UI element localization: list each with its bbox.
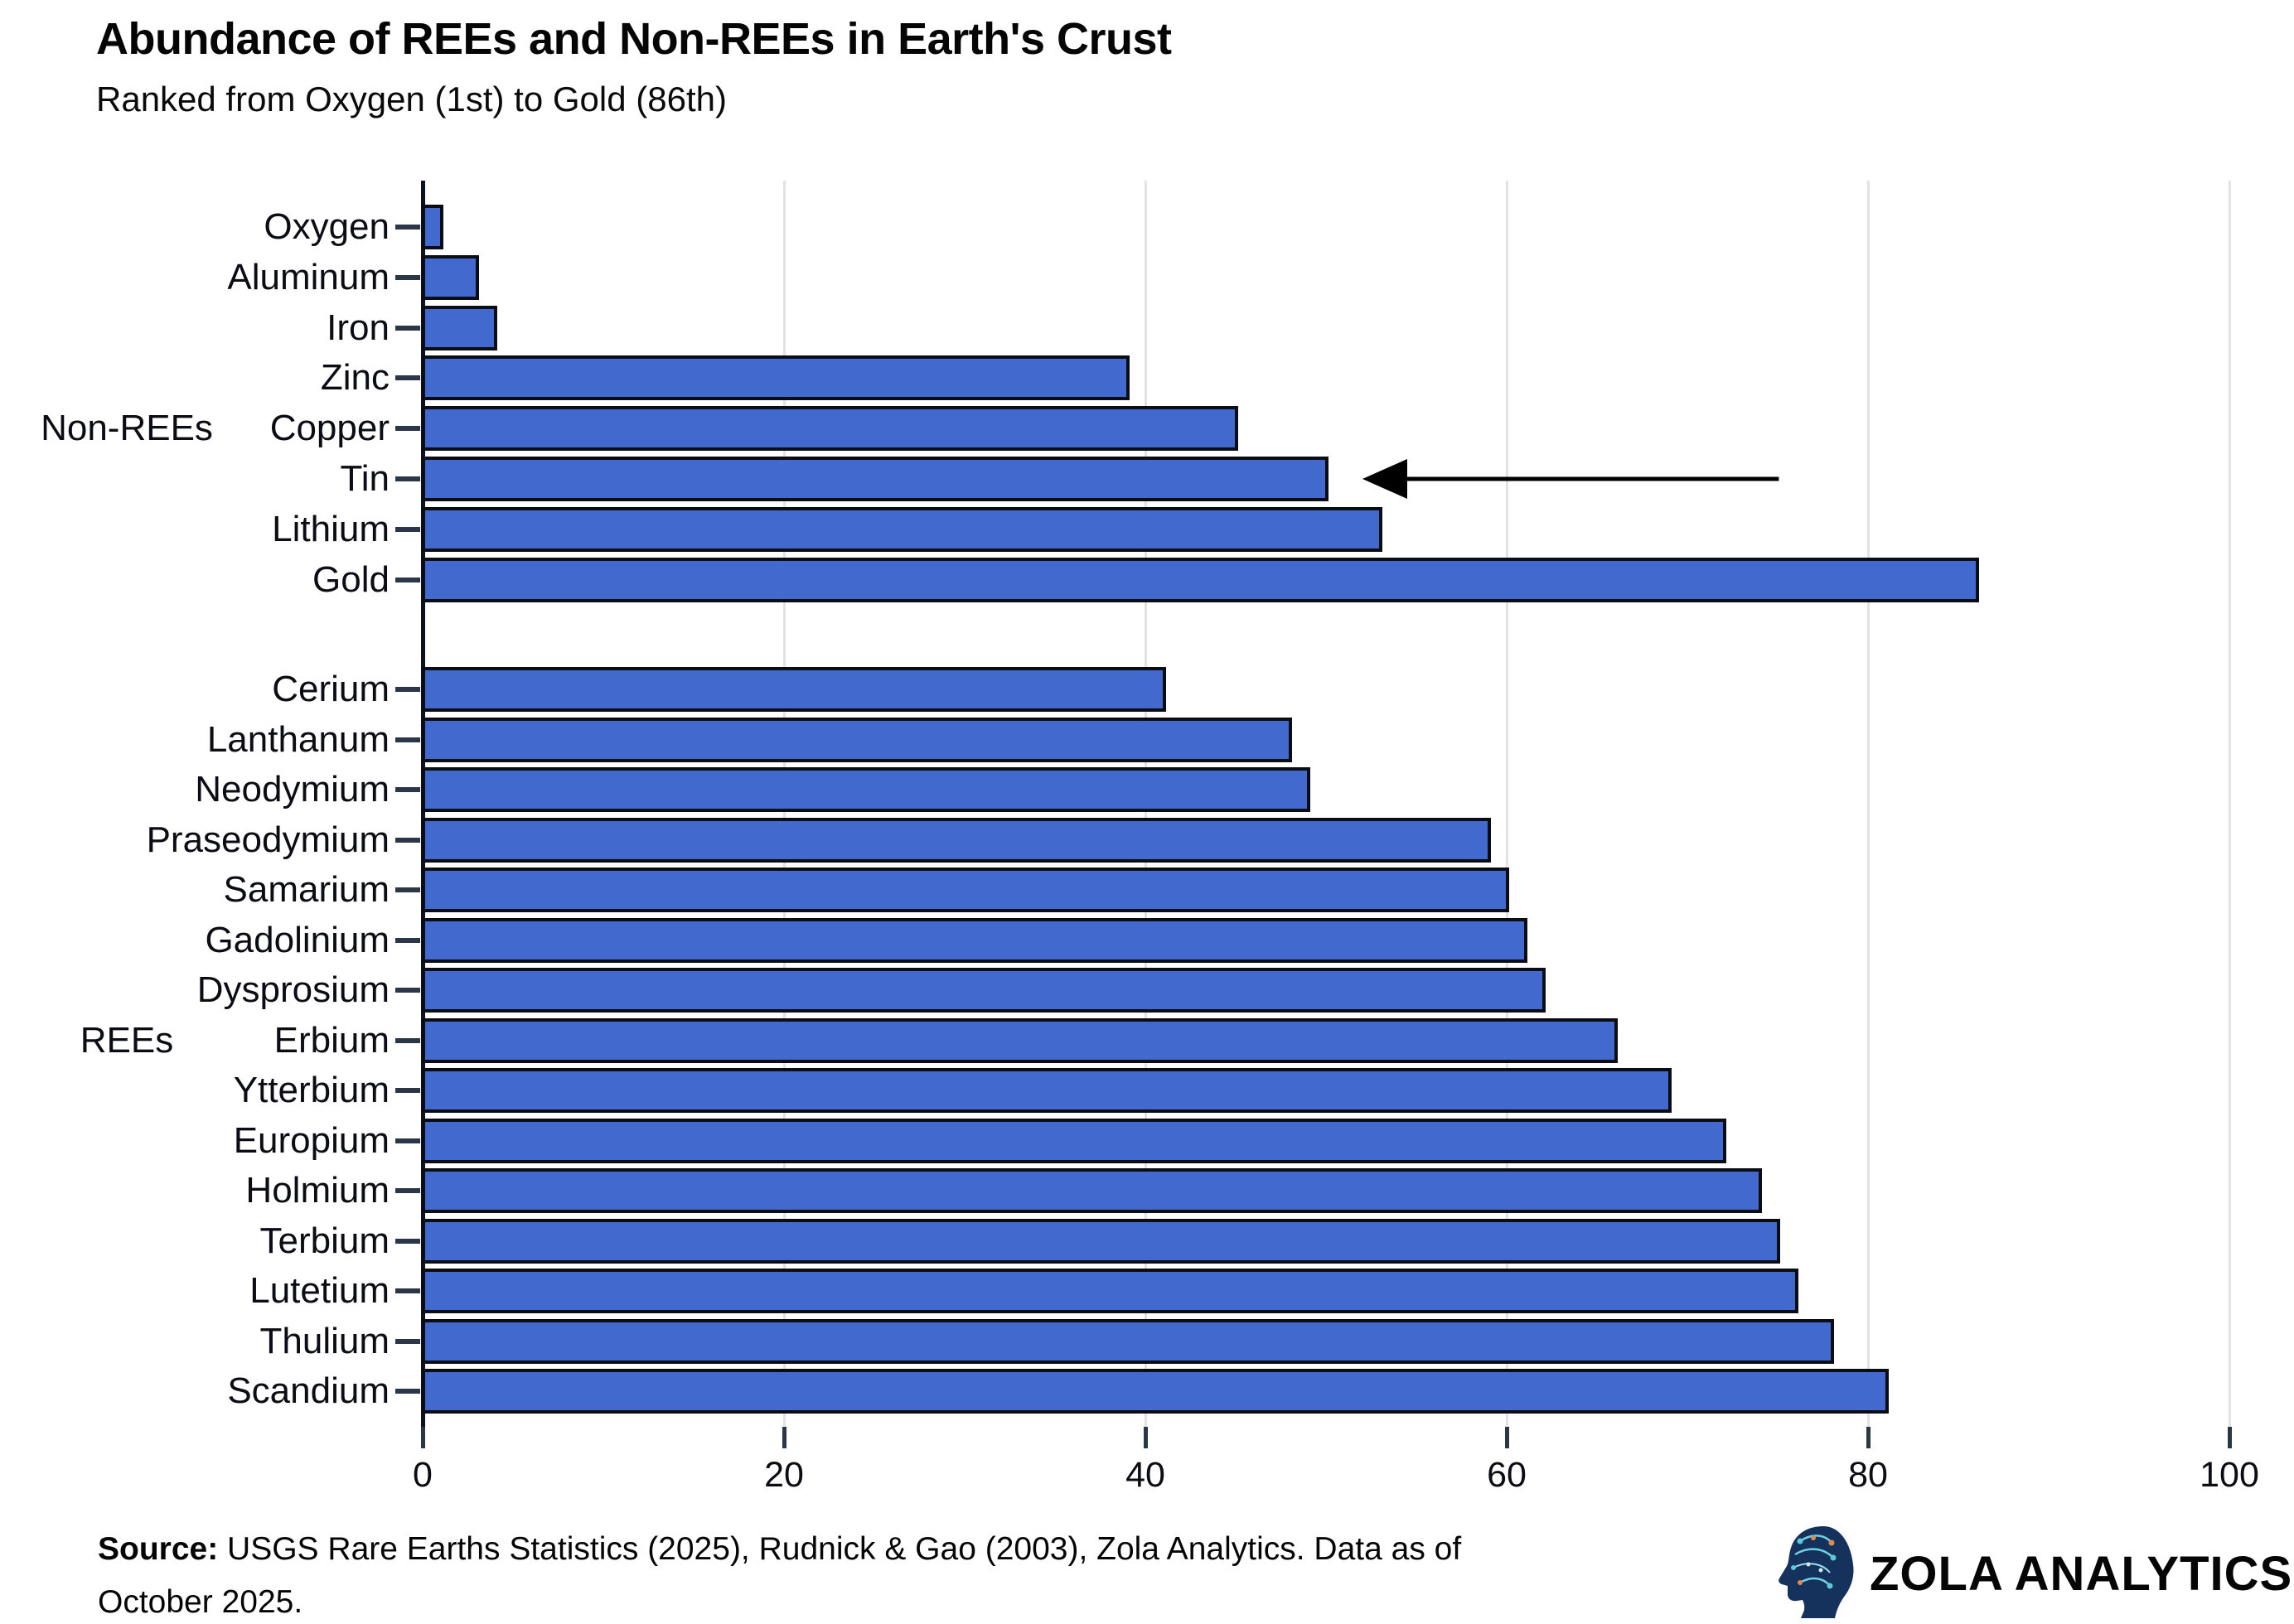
bar-zinc [422,355,1130,401]
bar-lutetium [422,1269,1798,1313]
x-tick-label-20: 20 [764,1455,804,1495]
y-tick-gold [395,577,420,582]
y-tick-gadolinium [395,937,420,943]
category-label-oxygen: Oxygen [264,206,390,247]
y-tick-lutetium [395,1288,420,1293]
category-label-aluminum: Aluminum [227,256,390,297]
x-tick-label-60: 60 [1487,1455,1527,1495]
bar-lanthanum [422,717,1293,762]
y-tick-samarium [395,887,420,892]
bar-terbium [422,1218,1780,1264]
y-tick-cerium [395,687,420,692]
y-tick-zinc [395,375,420,381]
y-tick-lithium [395,526,420,532]
category-label-zinc: Zinc [320,357,390,399]
bar-holmium [422,1168,1763,1213]
bar-gold [422,557,1979,602]
bar-erbium [422,1017,1618,1063]
category-label-copper: Copper [269,408,390,449]
brand-lockup: ZOLA ANALYTICS [1775,1525,2292,1623]
y-tick-lanthanum [395,737,420,742]
bar-gadolinium [422,917,1527,963]
category-label-ytterbium: Ytterbium [233,1070,390,1110]
category-label-thulium: Thulium [259,1320,390,1361]
category-label-cerium: Cerium [272,669,390,709]
category-label-lanthanum: Lanthanum [206,718,390,760]
category-label-erbium: Erbium [273,1019,390,1061]
y-tick-iron [395,325,420,331]
group-label-rees: REEs [80,1019,174,1061]
bar-tin [422,457,1328,501]
x-tick-100 [2228,1427,2232,1448]
bar-dysprosium [422,968,1546,1013]
x-tick-20 [782,1427,786,1448]
source-text-line2: October 2025. [98,1584,303,1620]
category-label-praseodymium: Praseodymium [146,819,390,860]
y-tick-copper [395,426,420,432]
category-label-dysprosium: Dysprosium [196,969,390,1010]
bar-oxygen [422,205,443,249]
x-tick-label-100: 100 [2200,1455,2259,1495]
bar-ytterbium [422,1068,1672,1113]
y-tick-holmium [395,1188,420,1193]
source-label: Source: [98,1531,219,1567]
y-tick-ytterbium [395,1088,420,1093]
bar-copper [422,406,1238,452]
bar-europium [422,1118,1726,1163]
bar-scandium [422,1369,1889,1414]
group-label-non-rees: Non-REEs [41,408,213,449]
category-label-holmium: Holmium [245,1170,390,1211]
source-text-line1: USGS Rare Earths Statistics (2025), Rudn… [218,1531,1462,1567]
y-tick-dysprosium [395,988,420,993]
chart-title: Abundance of REEs and Non-REEs in Earth'… [96,14,1172,64]
y-tick-europium [395,1138,420,1143]
y-tick-tin [395,476,420,481]
gridline-x-80 [1867,181,1870,1427]
y-tick-scandium [395,1389,420,1394]
category-label-lutetium: Lutetium [249,1270,390,1311]
bar-praseodymium [422,817,1492,863]
category-label-iron: Iron [327,307,390,348]
bar-neodymium [422,767,1311,812]
category-label-neodymium: Neodymium [195,769,390,810]
category-label-gadolinium: Gadolinium [205,919,390,960]
category-label-lithium: Lithium [272,508,390,549]
x-tick-label-80: 80 [1848,1455,1888,1495]
chart-subtitle: Ranked from Oxygen (1st) to Gold (86th) [96,80,727,118]
x-tick-40 [1144,1427,1148,1448]
gridline-x-60 [1506,181,1508,1427]
y-tick-terbium [395,1238,420,1244]
category-label-tin: Tin [340,458,390,499]
x-tick-label-40: 40 [1125,1455,1165,1495]
y-tick-neodymium [395,787,420,792]
y-tick-erbium [395,1037,420,1043]
y-tick-thulium [395,1338,420,1344]
y-tick-aluminum [395,274,420,280]
category-label-terbium: Terbium [259,1220,390,1261]
circuit-head-icon [1775,1525,1855,1623]
brand-name: ZOLA ANALYTICS [1870,1547,2293,1601]
bar-thulium [422,1318,1835,1364]
gridline-x-100 [2229,181,2231,1427]
category-label-scandium: Scandium [227,1370,390,1411]
y-tick-praseodymium [395,837,420,843]
source-note: Source: USGS Rare Earths Statistics (202… [98,1523,1461,1624]
bar-iron [422,305,498,350]
bar-cerium [422,667,1166,712]
category-label-gold: Gold [312,558,390,600]
bar-aluminum [422,254,480,300]
category-label-samarium: Samarium [223,869,390,910]
y-tick-oxygen [395,225,420,230]
x-tick-label-0: 0 [413,1455,433,1495]
bar-lithium [422,506,1383,552]
x-tick-60 [1505,1427,1509,1448]
arrow-annotation [1361,452,1781,510]
bar-samarium [422,868,1509,912]
x-tick-80 [1866,1427,1871,1448]
x-tick-0 [421,1427,425,1448]
category-label-europium: Europium [233,1119,390,1161]
